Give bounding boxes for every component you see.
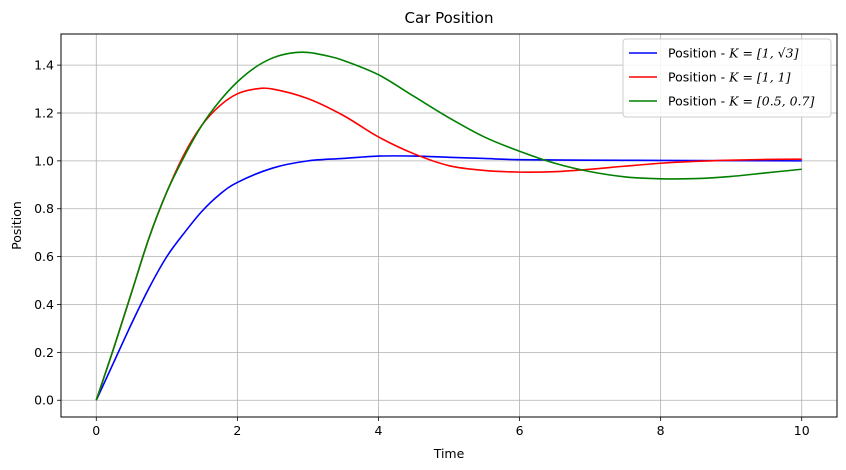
legend-label: Position - K = [0.5, 0.7] (668, 94, 814, 109)
y-tick-label: 0.8 (34, 201, 54, 216)
x-tick-label: 6 (516, 423, 524, 438)
y-tick-label: 0.6 (34, 249, 54, 264)
y-tick-label: 1.4 (34, 58, 54, 73)
x-tick-label: 2 (233, 423, 241, 438)
legend-box (622, 38, 832, 118)
legend: Position - K = [1, √3] Position - K = [1,… (622, 38, 832, 118)
series-line-3 (95, 51, 802, 401)
x-tick-label: 10 (794, 423, 810, 438)
legend-label: Position - K = [1, √3] (668, 46, 799, 61)
x-tick-label: 0 (92, 423, 100, 438)
x-tick-label: 4 (374, 423, 382, 438)
axis-ticks: 0 2 4 6 8 10 0.0 0.2 0.4 0.6 0.8 1.0 1.2 1.4 (34, 58, 810, 438)
x-axis-label: Time (433, 446, 465, 461)
series-line-1 (95, 155, 802, 401)
y-tick-label: 0.0 (34, 393, 54, 408)
chart-title: Car Position (404, 9, 493, 27)
y-axis-label: Position (9, 201, 24, 250)
y-tick-label: 1.0 (34, 153, 54, 168)
legend-label: Position - K = [1, 1] (668, 70, 791, 85)
y-tick-label: 0.2 (34, 345, 54, 360)
grid (61, 34, 837, 417)
series-lines (95, 51, 802, 401)
x-tick-label: 8 (657, 423, 665, 438)
y-tick-label: 0.4 (34, 297, 54, 312)
plot-frame (60, 33, 838, 418)
y-tick-label: 1.2 (34, 105, 54, 120)
